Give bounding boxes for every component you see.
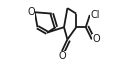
Text: Cl: Cl	[90, 10, 100, 20]
Text: O: O	[93, 34, 100, 44]
Text: O: O	[27, 7, 35, 17]
Text: O: O	[58, 51, 66, 61]
